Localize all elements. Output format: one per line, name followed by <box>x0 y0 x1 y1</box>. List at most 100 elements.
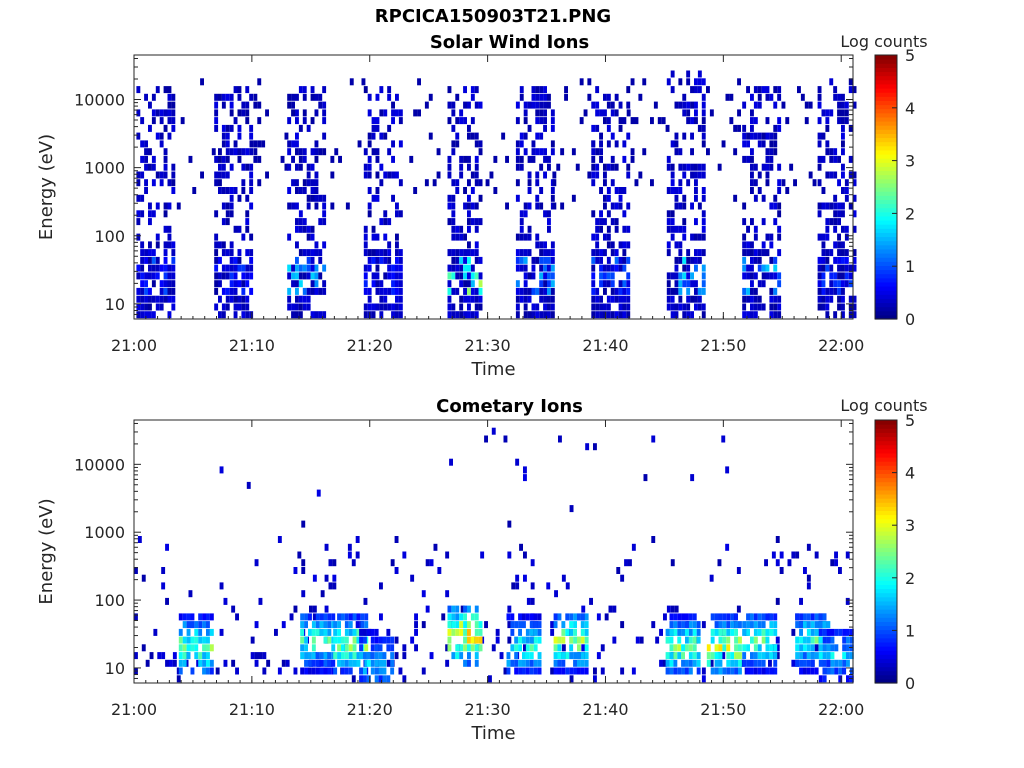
sw-cell-burst-1 <box>155 241 160 249</box>
sw-cell-burst-2 <box>249 124 254 132</box>
sw-cell-burst-1 <box>136 194 141 202</box>
ci-cell-burst-5 <box>467 659 471 667</box>
sw-cell-burst-2 <box>237 280 242 288</box>
ci-cell-sparse <box>250 636 255 644</box>
sw-cell-burst-2 <box>237 256 242 264</box>
sw-cell-burst-2 <box>229 194 234 202</box>
sw-cell-sparse <box>657 117 662 125</box>
sw-cell-burst-5 <box>451 264 456 272</box>
sw-cell-burst-4 <box>387 287 392 295</box>
ci-cell-burst-7 <box>569 628 574 636</box>
ci-cell-sparse <box>429 652 434 660</box>
ci-cell-burst-3 <box>337 652 341 660</box>
sw-cell-burst-8 <box>690 311 694 319</box>
sw-cell-burst-8 <box>666 303 671 311</box>
sw-cell-burst-6 <box>531 272 536 280</box>
colorbar-segment <box>875 261 897 266</box>
sw-cell-burst-2 <box>245 225 250 233</box>
ci-cell-sparse <box>775 559 780 567</box>
ci-cell-sparse <box>515 458 520 466</box>
sw-cell-burst-5 <box>467 202 471 210</box>
sw-cell-burst-10 <box>841 124 845 132</box>
ci-cell-sparse <box>301 567 306 574</box>
colorbar-segment <box>875 637 897 643</box>
sw-cell-burst-8 <box>678 78 683 86</box>
sw-cell-burst-6 <box>523 272 528 280</box>
ci-cell-burst-2 <box>323 628 328 636</box>
sw-cell-sparse <box>436 148 441 156</box>
sw-cell-burst-9 <box>761 303 766 311</box>
sw-cell-burst-6 <box>527 225 532 233</box>
colorbar-segment <box>875 178 897 184</box>
ci-cell-burst-10 <box>769 621 774 629</box>
sw-cell-burst-1 <box>171 256 176 264</box>
sw-cell-burst-3 <box>298 155 303 163</box>
sw-cell-burst-7 <box>618 287 623 295</box>
ci-cell-sparse <box>550 667 555 675</box>
sw-cell-sparse <box>361 78 366 86</box>
sw-cell-burst-10 <box>837 287 841 295</box>
sw-cell-burst-4 <box>371 148 376 156</box>
sw-cell-burst-8 <box>670 210 675 218</box>
sw-cell-burst-6 <box>531 148 536 156</box>
colorbar-segment <box>875 104 897 110</box>
sw-cell-sparse <box>349 78 354 86</box>
ci-cell-burst-11 <box>826 659 831 667</box>
sw-cell-burst-6 <box>523 264 528 272</box>
ci-cell-burst-7 <box>584 636 589 644</box>
sw-cell-burst-8 <box>701 171 706 179</box>
sw-cell-burst-2 <box>214 249 219 257</box>
sw-cell-burst-4 <box>387 171 392 179</box>
ci-cell-burst-12 <box>838 667 843 675</box>
ci-cell-burst-3 <box>364 659 369 667</box>
ci-cell-burst-1 <box>182 652 187 660</box>
ci-cell-burst-4 <box>378 652 383 660</box>
ci-cell-burst-10 <box>750 613 754 621</box>
sw-cell-burst-5 <box>467 249 471 257</box>
sw-cell-burst-3 <box>298 210 303 218</box>
sw-cell-burst-8 <box>670 233 675 241</box>
sw-cell-burst-7 <box>626 272 631 280</box>
sw-cell-burst-7 <box>622 155 627 163</box>
ci-cell-burst-5 <box>447 644 452 652</box>
sw-cell-burst-7 <box>610 179 615 187</box>
sw-cell-burst-3 <box>310 117 315 125</box>
sw-cell-burst-6 <box>550 249 555 257</box>
ci-cell-burst-9 <box>718 659 723 667</box>
sw-cell-burst-4 <box>395 311 399 319</box>
sw-cell-burst-1 <box>136 295 141 303</box>
sw-cell-sparse <box>737 124 741 132</box>
sw-cell-burst-2 <box>218 179 222 187</box>
sw-cell-burst-6 <box>531 311 536 319</box>
sw-cell-burst-5 <box>467 264 471 272</box>
colorbar-segment <box>875 79 897 85</box>
ci-cell-burst-2 <box>315 667 320 675</box>
sw-cell-burst-4 <box>375 272 380 280</box>
ci-cell-burst-12 <box>830 636 835 644</box>
sw-cell-burst-2 <box>225 210 230 218</box>
ci-cell-burst-4 <box>382 675 387 683</box>
ci-cell-burst-7 <box>553 613 558 621</box>
ci-cell-burst-2 <box>300 652 305 660</box>
sw-cell-burst-10 <box>852 311 857 319</box>
sw-cell-sparse <box>284 163 289 171</box>
ci-cell-burst-9 <box>710 667 715 675</box>
ci-cell-burst-1 <box>182 636 187 644</box>
sw-cell-burst-8 <box>678 280 683 288</box>
ci-cell-sparse <box>554 590 558 598</box>
sw-cell-burst-9 <box>777 210 782 218</box>
ci-cell-burst-11 <box>810 621 815 629</box>
ci-cell-sparse <box>651 621 656 629</box>
ci-cell-sparse <box>301 559 306 567</box>
sw-cell-burst-5 <box>467 241 471 249</box>
sw-cell-burst-7 <box>622 256 627 264</box>
sw-cell-burst-4 <box>387 148 392 156</box>
ci-cell-burst-9 <box>726 644 731 652</box>
ci-cell-burst-4 <box>390 644 395 652</box>
colorbar-segment <box>875 96 897 101</box>
colorbar-segment <box>875 609 897 614</box>
sw-cell-burst-6 <box>550 194 555 202</box>
sw-cell-burst-4 <box>363 225 368 233</box>
ci-cell-sparse <box>666 605 671 613</box>
sw-cell-burst-7 <box>599 295 603 303</box>
